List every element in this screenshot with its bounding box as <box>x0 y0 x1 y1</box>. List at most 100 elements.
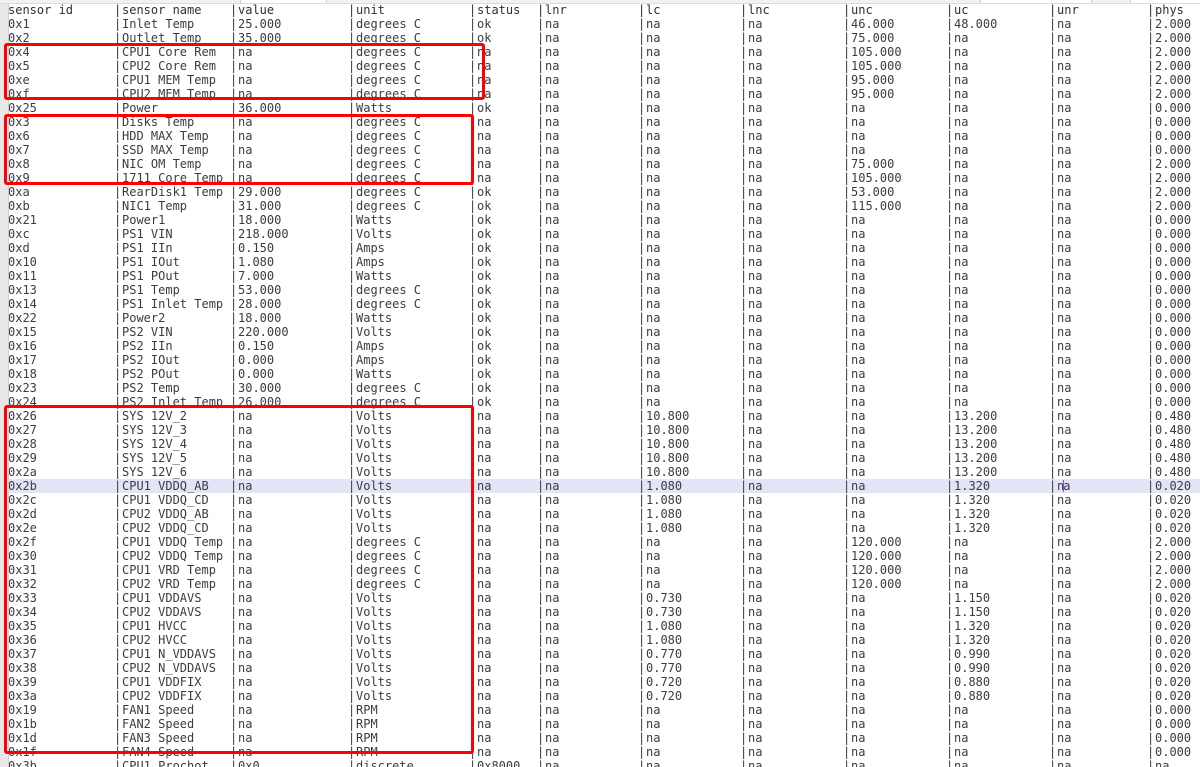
cell-phys: 0.000 <box>1155 395 1192 409</box>
cell-separator: | <box>843 745 851 759</box>
table-row[interactable]: 0x6 | HDD MAX Temp | na | degrees C | na | na | na | n… <box>8 129 1200 143</box>
cell-unc: 75.000 <box>851 31 895 45</box>
cell-separator: | <box>1147 269 1155 283</box>
cell-separator: | <box>114 87 122 101</box>
table-row[interactable]: 0x7 | SSD MAX Temp | na | degrees C | na | na | na | n… <box>8 143 1200 157</box>
table-row[interactable]: 0x29 | SYS 12V_5 | na | Volts | na | na | 10.800 | na |… <box>8 451 1200 465</box>
table-row[interactable]: 0x16 | PS2 IIn | 0.150 | Amps | ok | na | na | na | na | n… <box>8 339 1200 353</box>
cell-separator: | <box>1049 521 1057 535</box>
table-row[interactable]: 0x34 | CPU2 VDDAVS | na | Volts | na | na | 0.730 | na… <box>8 605 1200 619</box>
table-row[interactable]: 0x19 | FAN1 Speed | na | RPM | na | na | na | na | na | na… <box>8 703 1200 717</box>
table-row[interactable]: 0x23 | PS2 Temp | 30.000 | degrees C | ok | na | na |… <box>8 381 1200 395</box>
cell-uc: na <box>954 227 969 241</box>
cell-separator: | <box>469 703 477 717</box>
table-row[interactable]: 0x3a | CPU2 VDDFIX | na | Volts | na | na | 0.720 | na… <box>8 689 1200 703</box>
table-row[interactable]: 0x2a | SYS 12V_6 | na | Volts | na | na | 10.800 | na |… <box>8 465 1200 479</box>
table-row[interactable]: 0xf | CPU2 MEM Temp | na | degrees C | na | na | na |… <box>8 87 1200 101</box>
table-row[interactable]: 0xb | NIC1 Temp | 31.000 | degrees C | ok | na | na |… <box>8 199 1200 213</box>
sensor-table-container[interactable]: sensor id | sensor name | value | unit |… <box>8 3 1200 767</box>
table-row[interactable]: 0x30 | CPU2 VDDQ Temp | na | degrees C | na | na | n… <box>8 549 1200 563</box>
cell-separator: | <box>469 409 477 423</box>
table-row[interactable]: 0x39 | CPU1 VDDFIX | na | Volts | na | na | 0.720 | na… <box>8 675 1200 689</box>
cell-separator: | <box>537 241 545 255</box>
table-row[interactable]: 0x11 | PS1 POut | 7.000 | Watts | ok | na | na | na | na… <box>8 269 1200 283</box>
table-row[interactable]: 0x36 | CPU2 HVCC | na | Volts | na | na | 1.080 | na | n… <box>8 633 1200 647</box>
table-row[interactable]: 0xd | PS1 IIn | 0.150 | Amps | ok | na | na | na | na | na… <box>8 241 1200 255</box>
cell-separator: | <box>843 87 851 101</box>
table-row[interactable]: 0x2c | CPU1 VDDQ_CD | na | Volts | na | na | 1.080 | n… <box>8 493 1200 507</box>
table-row[interactable]: 0x18 | PS2 POut | 0.000 | Watts | ok | na | na | na | na… <box>8 367 1200 381</box>
table-row[interactable]: 0x9 | 1711 Core Temp | na | degrees C | na | na | na… <box>8 171 1200 185</box>
table-row[interactable]: 0x24 | PS2 Inlet Temp | 26.000 | degrees C | ok |… <box>8 395 1200 409</box>
table-row[interactable]: 0x22 | Power2 | 18.000 | Watts | ok | na | na | na | na |… <box>8 311 1200 325</box>
header-sep-3: | <box>348 3 356 17</box>
table-row[interactable]: 0x8 | NIC OM Temp | na | degrees C | na | na | na | na… <box>8 157 1200 171</box>
cell-separator: | <box>1147 157 1155 171</box>
cell-lnr: na <box>545 479 638 493</box>
table-row[interactable]: 0x1 | Inlet Temp | 25.000 | degrees C | ok | na | na… <box>8 17 1200 31</box>
table-row[interactable]: 0x1d | FAN3 Speed | na | RPM | na | na | na | na | na | na… <box>8 731 1200 745</box>
table-row[interactable]: 0x27 | SYS 12V_3 | na | Volts | na | na | 10.800 | na |… <box>8 423 1200 437</box>
cell-unc: 120.000 <box>851 549 902 563</box>
cell-separator: | <box>230 661 238 675</box>
table-row[interactable]: 0x17 | PS2 IOut | 0.000 | Amps | ok | na | na | na | na |… <box>8 353 1200 367</box>
table-row[interactable]: 0x2e | CPU2 VDDQ_CD | na | Volts | na | na | 1.080 | n… <box>8 521 1200 535</box>
cell-separator: | <box>537 171 545 185</box>
table-row[interactable]: 0xc | PS1 VIN | 218.000 | Volts | ok | na | na | na | na… <box>8 227 1200 241</box>
cell-phys: 2.000 <box>1155 157 1192 171</box>
cell-id: 0x2a <box>8 465 37 479</box>
cell-lnc: na <box>748 87 763 101</box>
table-row[interactable]: 0x2f | CPU1 VDDQ Temp | na | degrees C | na | na | n… <box>8 535 1200 549</box>
cell-separator: | <box>740 213 748 227</box>
table-row[interactable]: 0x38 | CPU2 N_VDDAVS | na | Volts | na | na | 0.770 |… <box>8 661 1200 675</box>
table-row[interactable]: 0x3b | CPU1 Prochot | 0x0 | discrete | 0x8000 | na… <box>8 759 1200 767</box>
table-row[interactable]: 0x10 | PS1 IOut | 1.080 | Amps | ok | na | na | na | na |… <box>8 255 1200 269</box>
cell-separator: | <box>348 591 356 605</box>
table-row[interactable]: 0x28 | SYS 12V_4 | na | Volts | na | na | 10.800 | na |… <box>8 437 1200 451</box>
cell-separator: | <box>114 185 122 199</box>
table-row[interactable]: 0x15 | PS2 VIN | 220.000 | Volts | ok | na | na | na | n… <box>8 325 1200 339</box>
table-row[interactable]: 0x35 | CPU1 HVCC | na | Volts | na | na | 1.080 | na | n… <box>8 619 1200 633</box>
cell-uc: na <box>954 87 969 101</box>
table-row[interactable]: 0x4 | CPU1 Core Rem | na | degrees C | na | na | na |… <box>8 45 1200 59</box>
table-row[interactable]: 0x33 | CPU1 VDDAVS | na | Volts | na | na | 0.730 | na… <box>8 591 1200 605</box>
cell-separator: | <box>230 493 238 507</box>
table-row[interactable]: 0x2 | Outlet Temp | 35.000 | degrees C | ok | na | n… <box>8 31 1200 45</box>
table-row[interactable]: 0xe | CPU1 MEM Temp | na | degrees C | na | na | na |… <box>8 73 1200 87</box>
cell-separator: | <box>114 759 122 767</box>
table-row[interactable]: 0x1f | FAN4 Speed | na | RPM | na | na | na | na | na | na… <box>8 745 1200 759</box>
table-row[interactable]: 0x25 | Power | 36.000 | Watts | ok | na | na | na | na | n… <box>8 101 1200 115</box>
table-row[interactable]: 0x2d | CPU2 VDDQ_AB | na | Volts | na | na | 1.080 | n… <box>8 507 1200 521</box>
table-row[interactable]: 0x26 | SYS 12V_2 | na | Volts | na | na | 10.800 | na |… <box>8 409 1200 423</box>
table-row[interactable]: 0xa | RearDisk1 Temp | 29.000 | degrees C | ok | n… <box>8 185 1200 199</box>
cell-separator: | <box>537 591 545 605</box>
table-row[interactable]: 0x5 | CPU2 Core Rem | na | degrees C | na | na | na |… <box>8 59 1200 73</box>
cell-name: PS2 Inlet Temp <box>122 395 224 409</box>
cell-separator: | <box>740 591 748 605</box>
table-row[interactable]: 0x2b | CPU1 VDDQ_AB | na | Volts | na | na | 1.080 | n… <box>8 479 1200 493</box>
cell-separator: | <box>1147 17 1155 31</box>
table-row[interactable]: 0x1b | FAN2 Speed | na | RPM | na | na | na | na | na | na… <box>8 717 1200 731</box>
table-row[interactable]: 0x14 | PS1 Inlet Temp | 28.000 | degrees C | ok |… <box>8 297 1200 311</box>
cell-separator: | <box>230 591 238 605</box>
cell-lc: na <box>646 339 661 353</box>
cell-name: CPU2 N_VDDAVS <box>122 661 216 675</box>
table-row[interactable]: 0x31 | CPU1 VRD Temp | na | degrees C | na | na | na… <box>8 563 1200 577</box>
cell-uc: na <box>954 269 969 283</box>
cell-separator: | <box>740 297 748 311</box>
table-row[interactable]: 0x13 | PS1 Temp | 53.000 | degrees C | ok | na | na |… <box>8 283 1200 297</box>
cell-value: na <box>238 437 253 451</box>
cell-separator: | <box>469 199 477 213</box>
cell-separator: | <box>469 143 477 157</box>
header-sep-1: | <box>114 3 122 17</box>
cell-lnr: na <box>545 367 560 381</box>
cell-separator: | <box>843 591 851 605</box>
table-row[interactable]: 0x21 | Power1 | 18.000 | Watts | ok | na | na | na | na |… <box>8 213 1200 227</box>
cell-separator: | <box>946 437 954 451</box>
table-row[interactable]: 0x32 | CPU2 VRD Temp | na | degrees C | na | na | na… <box>8 577 1200 591</box>
cell-lnc: na <box>748 647 763 661</box>
cell-separator: | <box>1049 367 1057 381</box>
table-row[interactable]: 0x37 | CPU1 N_VDDAVS | na | Volts | na | na | 0.770 |… <box>8 647 1200 661</box>
table-row[interactable]: 0x3 | Disks Temp | na | degrees C | na | na | na | na |… <box>8 115 1200 129</box>
cell-unr: na <box>1057 255 1072 269</box>
